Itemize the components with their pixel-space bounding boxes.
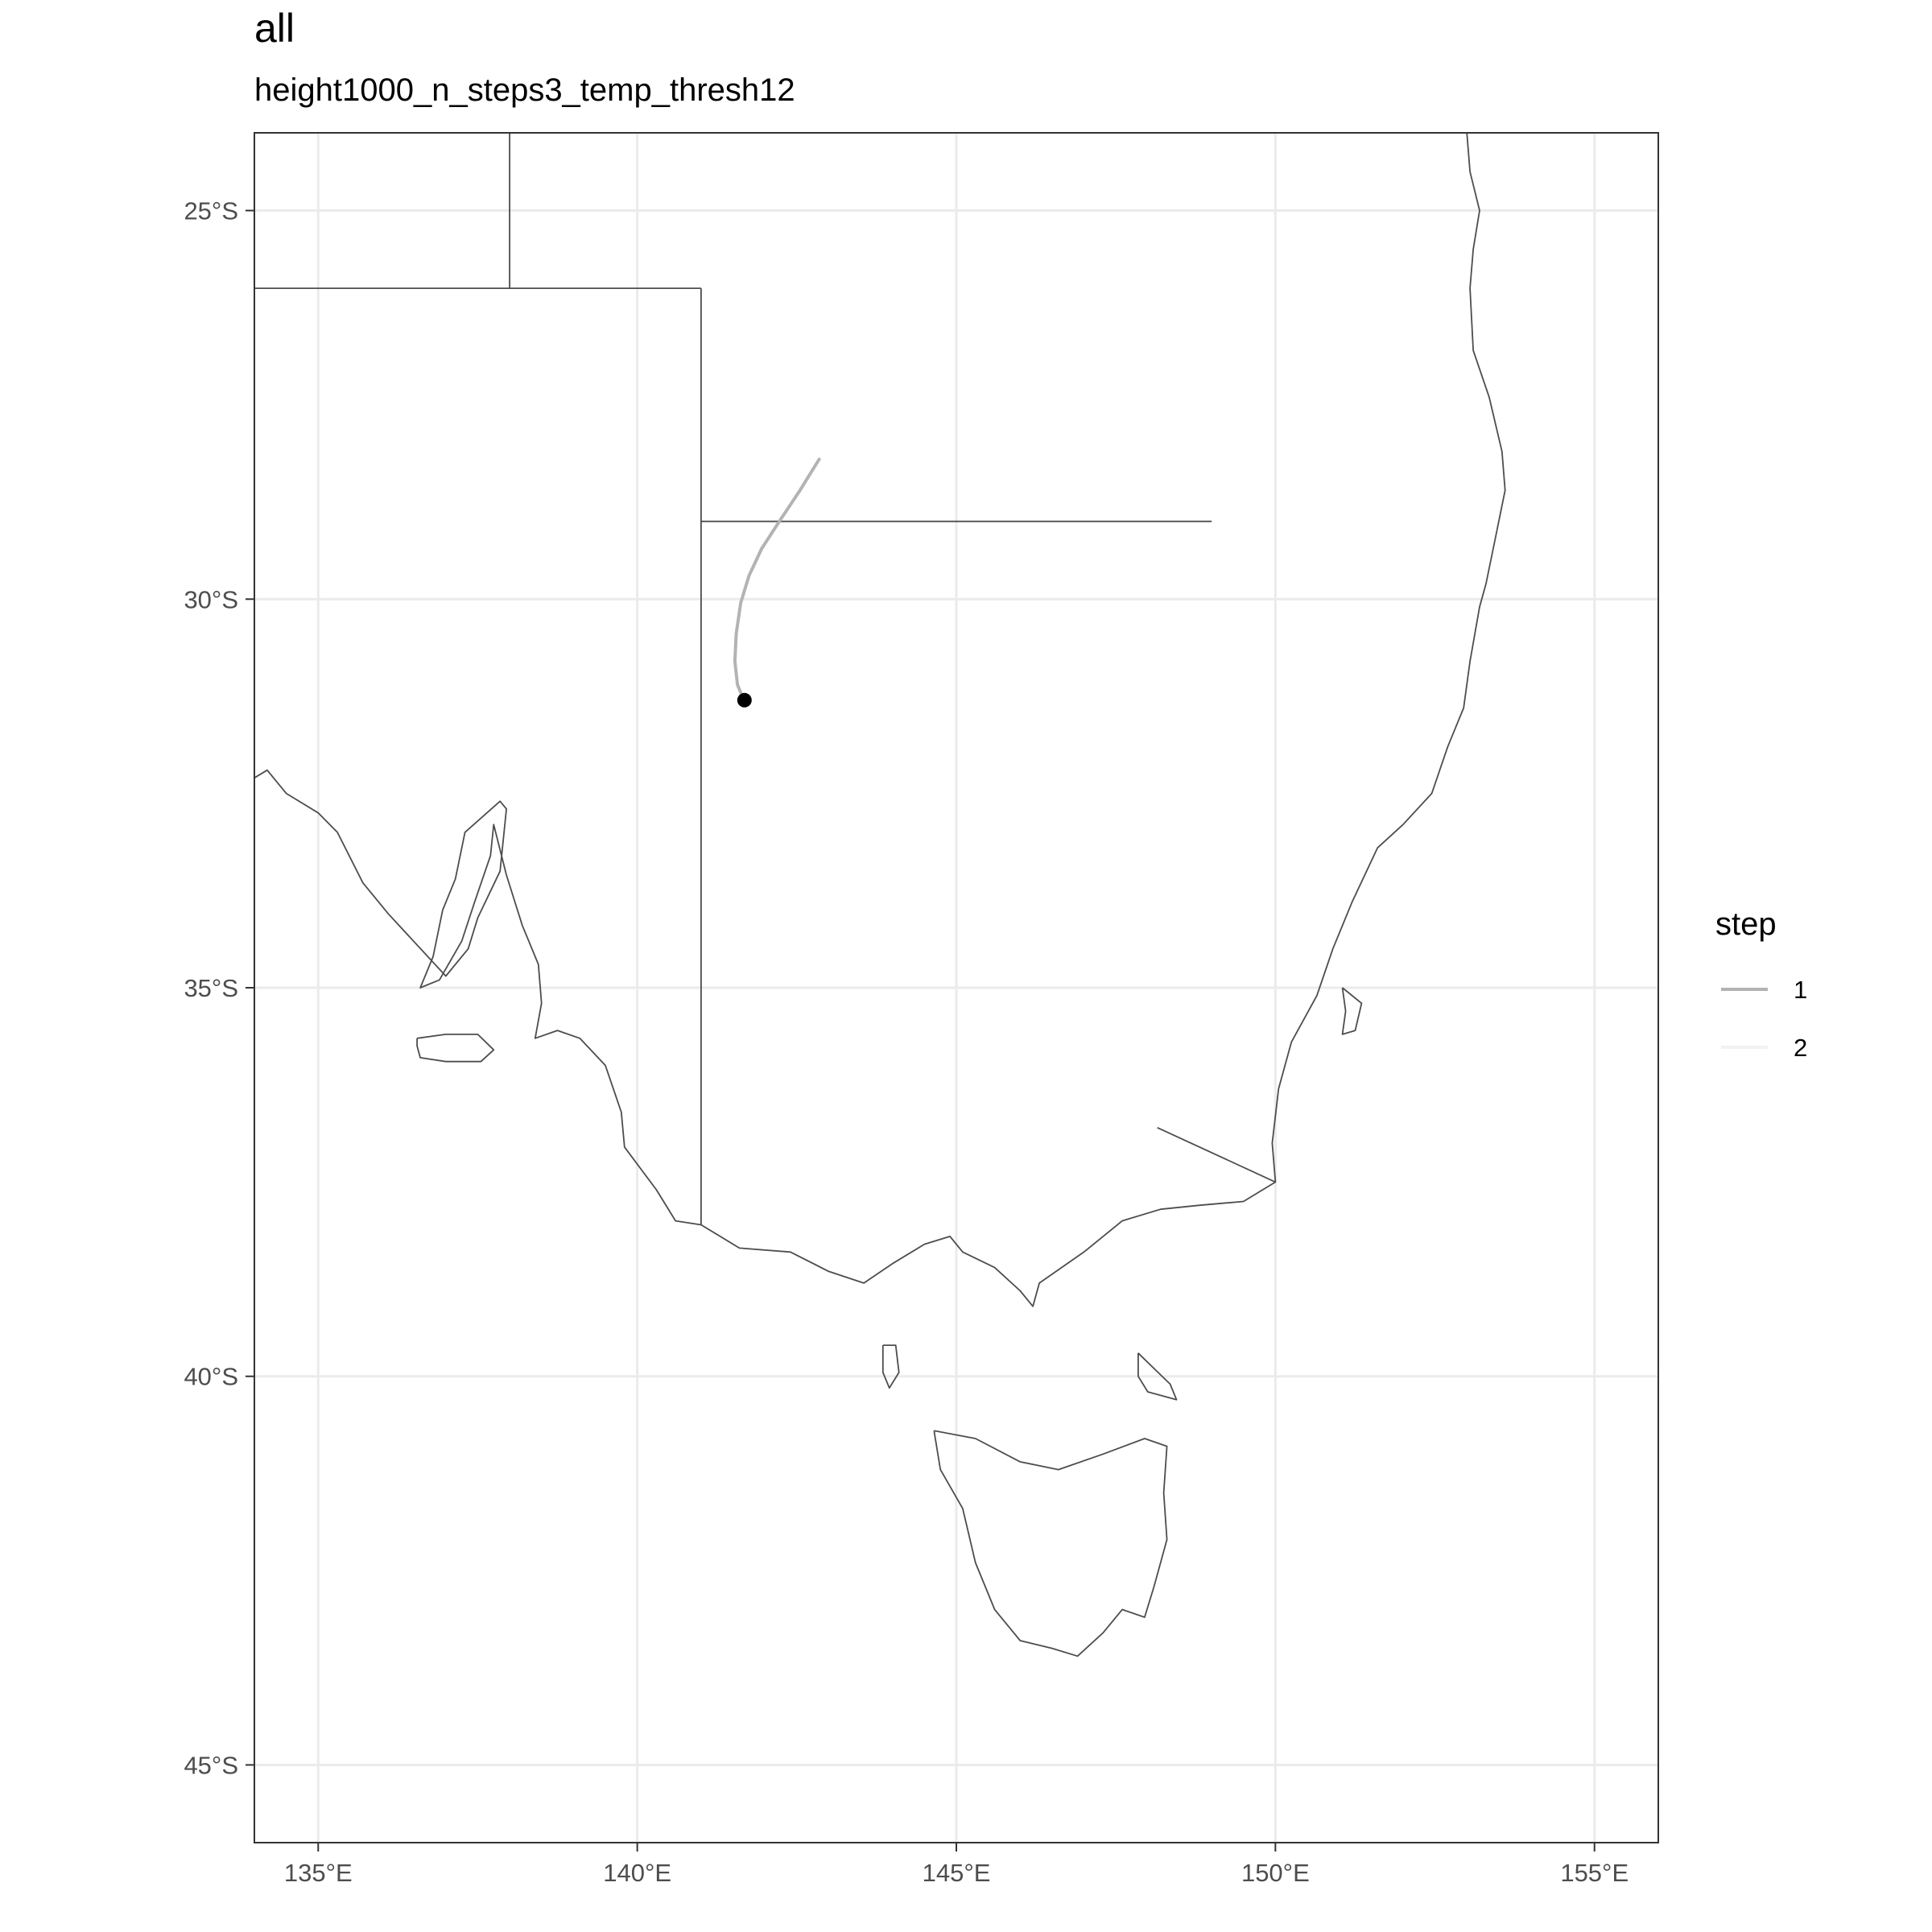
x-tick-label: 140°E [603,1859,671,1887]
chart-title: all [254,6,295,51]
legend-label-step-1: 1 [1794,976,1807,1004]
coastline-layer [254,132,1506,1657]
origin-point [737,692,752,708]
y-tick-label: 45°S [184,1751,238,1779]
trajectory-layer [733,457,821,708]
chart-subtitle: height1000_n_steps3_temp_thresh12 [254,72,795,108]
x-tick-label: 135°E [284,1859,353,1887]
y-tick-label: 40°S [184,1363,238,1391]
trajectory-step-1 [733,457,821,702]
grid-layer [254,133,1658,1843]
y-tick-label: 30°S [184,585,238,613]
state-border [1157,1126,1276,1183]
coastline [254,132,1506,1307]
axis-layer: 135°E 140°E 145°E 150°E 155°E 25°S 30°S 35°S 40°… [184,197,1629,1887]
legend: step 1 2 [1715,906,1807,1062]
coastline [1137,1352,1178,1401]
x-tick-label: 150°E [1241,1859,1310,1887]
coastline [416,1034,495,1063]
legend-title: step [1715,906,1777,942]
y-tick-label: 25°S [184,197,238,225]
y-tick-label: 35°S [184,974,238,1002]
coastline [1341,987,1363,1035]
x-tick-label: 145°E [923,1859,991,1887]
coastline [881,1344,900,1389]
x-tick-label: 155°E [1560,1859,1629,1887]
coastline [933,1430,1168,1657]
state-border-layer [254,133,1276,1225]
legend-label-step-2: 2 [1794,1034,1807,1062]
